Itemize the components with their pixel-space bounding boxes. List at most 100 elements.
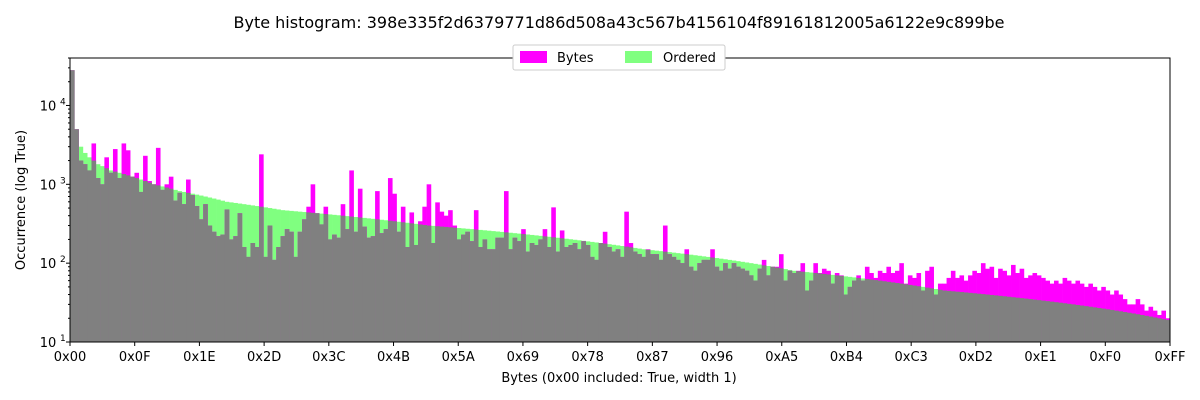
overlap-bar — [400, 222, 406, 342]
overlap-bar — [392, 221, 397, 342]
overlap-bar — [559, 238, 565, 342]
overlap-bar — [534, 244, 539, 342]
overlap-bar — [177, 192, 183, 342]
overlap-bar — [1019, 298, 1025, 342]
overlap-bar — [684, 254, 690, 342]
overlap-bar — [319, 224, 324, 342]
overlap-bar — [211, 231, 217, 342]
overlap-bar — [293, 256, 299, 342]
overlap-bar — [186, 192, 191, 342]
overlap-bar — [246, 256, 251, 342]
overlap-bar — [95, 178, 101, 342]
overlap-bar — [1045, 301, 1050, 342]
x-tick-label: 0xC3 — [895, 350, 928, 365]
overlap-bar — [826, 274, 831, 342]
overlap-bar — [353, 231, 359, 342]
y-tick-exponent: 3 — [60, 176, 66, 186]
overlap-bar — [667, 254, 672, 342]
overlap-bar — [572, 243, 578, 342]
overlap-bar — [804, 290, 810, 342]
chart-title: Byte histogram: 398e335f2d6379771d86d508… — [234, 13, 1005, 32]
overlap-bar — [198, 219, 204, 342]
overlap-bar — [1041, 300, 1046, 342]
overlap-bar — [937, 289, 943, 342]
overlap-bar — [1002, 296, 1008, 342]
y-axis-label: Occurrence (log True) — [14, 130, 29, 270]
overlap-bar — [482, 239, 488, 342]
x-tick-label: 0x5A — [442, 350, 475, 365]
overlap-bar — [375, 219, 380, 342]
x-axis-label: Bytes (0x00 included: True, width 1) — [501, 371, 736, 386]
overlap-bar — [1109, 309, 1115, 342]
overlap-bar — [778, 268, 784, 342]
overlap-bar — [628, 247, 634, 342]
overlap-bar — [160, 189, 165, 342]
overlap-bar — [594, 259, 599, 342]
x-tick-label: 0xFF — [1155, 350, 1186, 365]
overlap-bar — [611, 251, 617, 342]
overlap-bar — [723, 263, 728, 342]
y-tick-exponent: 4 — [60, 97, 66, 107]
overlap-bar — [108, 172, 114, 342]
overlap-bar — [568, 244, 574, 342]
overlap-bar — [718, 270, 724, 342]
overlap-bar — [216, 236, 221, 342]
legend: Bytes Ordered — [512, 44, 726, 71]
overlap-bar — [791, 273, 797, 342]
overlap-bar — [138, 191, 144, 342]
overlap-bar — [985, 294, 990, 342]
overlap-bar — [886, 281, 892, 342]
overlap-bar — [1079, 305, 1085, 342]
overlap-bar — [654, 254, 659, 342]
overlap-bar — [585, 244, 591, 342]
overlap-bar — [821, 273, 827, 342]
overlap-bar — [903, 284, 909, 342]
overlap-bar — [620, 256, 625, 342]
overlap-bar — [78, 160, 84, 342]
overlap-bar — [744, 270, 750, 342]
overlap-bar — [920, 290, 926, 342]
y-tick-label: 10 — [40, 257, 57, 272]
overlap-bar — [220, 234, 225, 342]
overlap-bar — [589, 256, 595, 342]
x-tick-label: 0xF0 — [1089, 350, 1121, 365]
x-tick-label: 0x3C — [312, 350, 345, 365]
overlap-bar — [190, 195, 195, 342]
overlap-bar — [895, 283, 900, 342]
overlap-bar — [968, 292, 973, 342]
overlap-bar — [263, 256, 268, 342]
overlap-bar — [1075, 304, 1081, 342]
overlap-bar — [1036, 300, 1042, 342]
overlap-bar — [607, 247, 612, 342]
overlap-bar — [100, 184, 105, 342]
overlap-bar — [1157, 318, 1162, 342]
overlap-bar — [641, 256, 647, 342]
overlap-bar — [877, 280, 883, 342]
overlap-bar — [959, 292, 965, 342]
overlap-bar — [345, 229, 350, 342]
overlap-bar — [697, 263, 702, 342]
overlap-bar — [82, 164, 88, 342]
overlap-bar — [430, 243, 436, 342]
overlap-bar — [155, 185, 161, 342]
overlap-bar — [418, 224, 423, 342]
overlap-bar — [237, 213, 243, 342]
overlap-bar — [933, 294, 939, 342]
overlap-bar — [409, 223, 415, 342]
overlap-bar — [327, 239, 333, 342]
overlap-bar — [413, 244, 419, 342]
overlap-bar — [882, 281, 887, 342]
overlap-bar — [542, 236, 548, 342]
overlap-bar — [379, 233, 384, 342]
overlap-bar — [1118, 311, 1124, 342]
overlap-bar — [852, 280, 857, 342]
overlap-bar — [383, 229, 389, 342]
overlap-bar — [976, 293, 982, 342]
overlap-bar — [688, 266, 694, 342]
overlap-bar — [233, 236, 238, 342]
overlap-bar — [74, 129, 79, 342]
x-tick-label: 0xB4 — [830, 350, 863, 365]
x-tick-label: 0x0F — [119, 350, 151, 365]
